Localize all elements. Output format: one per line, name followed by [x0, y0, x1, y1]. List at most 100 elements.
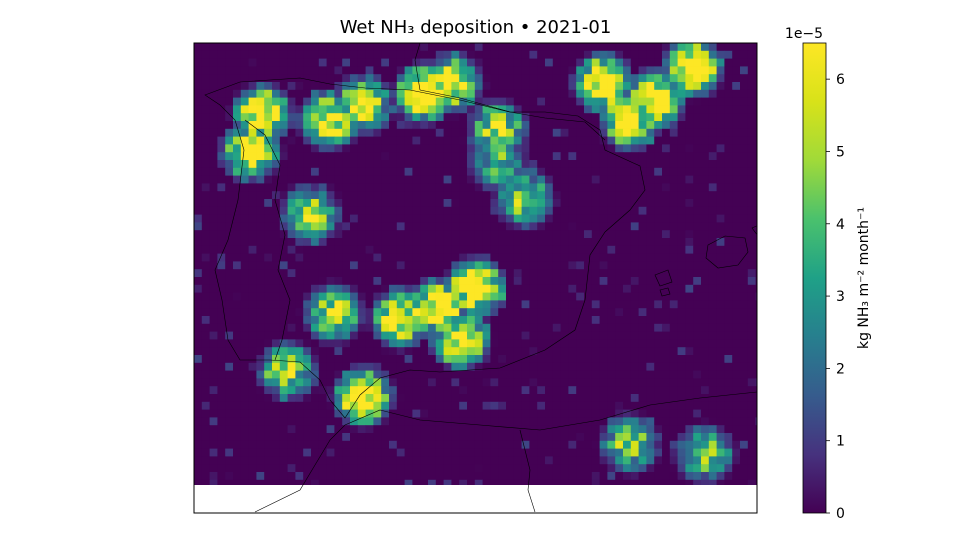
heatmap-cell — [740, 456, 749, 465]
heatmap-cell — [638, 277, 647, 286]
heatmap-cell — [459, 199, 468, 208]
heatmap-cell — [381, 316, 390, 325]
heatmap-cell — [240, 144, 249, 153]
heatmap-cell — [506, 394, 515, 403]
heatmap-cell — [747, 401, 756, 410]
heatmap-cell — [311, 323, 320, 332]
heatmap-cell — [428, 277, 437, 286]
heatmap-cell — [396, 378, 405, 387]
heatmap-cell — [225, 425, 234, 434]
heatmap-cell — [381, 58, 390, 67]
heatmap-cell — [256, 316, 265, 325]
heatmap-cell — [350, 191, 359, 200]
heatmap-cell — [498, 339, 507, 348]
heatmap-cell — [591, 43, 600, 52]
heatmap-cell — [459, 105, 468, 114]
heatmap-cell — [576, 378, 585, 387]
heatmap-cell — [716, 152, 725, 161]
heatmap-cell — [217, 199, 226, 208]
heatmap-cell — [194, 43, 203, 52]
heatmap-cell — [334, 128, 343, 137]
heatmap-cell — [482, 183, 491, 192]
heatmap-cell — [217, 144, 226, 153]
heatmap-cell — [693, 50, 702, 59]
heatmap-cell — [716, 300, 725, 309]
heatmap-cell — [584, 417, 593, 426]
heatmap-cell — [545, 160, 554, 169]
heatmap-cell — [607, 261, 616, 270]
heatmap-cell — [443, 160, 452, 169]
heatmap-cell — [662, 347, 671, 356]
heatmap-cell — [490, 386, 499, 395]
heatmap-cell — [490, 66, 499, 75]
heatmap-cell — [272, 175, 281, 184]
heatmap-cell — [279, 97, 288, 106]
heatmap-cell — [615, 175, 624, 184]
heatmap-cell — [256, 199, 265, 208]
heatmap-cell — [435, 464, 444, 473]
heatmap-cell — [654, 253, 663, 262]
heatmap-cell — [279, 206, 288, 215]
heatmap-cell — [240, 355, 249, 364]
heatmap-cell — [303, 386, 312, 395]
heatmap-cell — [662, 300, 671, 309]
heatmap-cell — [451, 175, 460, 184]
heatmap-cell — [716, 331, 725, 340]
heatmap-cell — [412, 206, 421, 215]
heatmap-cell — [732, 472, 741, 481]
heatmap-cell — [708, 456, 717, 465]
heatmap-cell — [342, 222, 351, 231]
heatmap-cell — [576, 199, 585, 208]
heatmap-cell — [365, 144, 374, 153]
heatmap-cell — [412, 277, 421, 286]
heatmap-cell — [428, 105, 437, 114]
heatmap-cell — [443, 253, 452, 262]
heatmap-cell — [568, 50, 577, 59]
heatmap-cell — [209, 401, 218, 410]
border-france-spain — [419, 89, 606, 141]
heatmap-cell — [560, 167, 569, 176]
heatmap-cell — [662, 238, 671, 247]
heatmap-cell — [303, 308, 312, 317]
heatmap-cell — [287, 401, 296, 410]
heatmap-cell — [701, 128, 710, 137]
heatmap-cell — [708, 152, 717, 161]
heatmap-cell — [529, 89, 538, 98]
heatmap-cell — [420, 89, 429, 98]
heatmap-cell — [264, 128, 273, 137]
heatmap-cell — [724, 355, 733, 364]
heatmap-cell — [708, 339, 717, 348]
heatmap-cell — [740, 472, 749, 481]
heatmap-cell — [459, 191, 468, 200]
heatmap-cell — [669, 121, 678, 130]
heatmap-cell — [272, 136, 281, 145]
heatmap-cell — [240, 401, 249, 410]
heatmap-cell — [529, 175, 538, 184]
heatmap-cell — [545, 394, 554, 403]
heatmap-cell — [708, 58, 717, 67]
heatmap-cell — [209, 222, 218, 231]
heatmap-cell — [373, 238, 382, 247]
heatmap-cell — [545, 456, 554, 465]
heatmap-cell — [607, 43, 616, 52]
heatmap-cell — [420, 160, 429, 169]
heatmap-cell — [256, 238, 265, 247]
heatmap-cell — [350, 214, 359, 223]
heatmap-cell — [482, 206, 491, 215]
heatmap-cell — [716, 440, 725, 449]
heatmap-cell — [225, 378, 234, 387]
heatmap-cell — [646, 222, 655, 231]
heatmap-cell — [740, 66, 749, 75]
heatmap-cell — [607, 183, 616, 192]
heatmap-cell — [272, 261, 281, 270]
heatmap-cell — [482, 152, 491, 161]
heatmap-cell — [194, 409, 203, 418]
heatmap-cell — [591, 253, 600, 262]
heatmap-cell — [560, 245, 569, 254]
heatmap-cell — [755, 152, 757, 161]
heatmap-cell — [420, 362, 429, 371]
heatmap-cell — [685, 425, 694, 434]
heatmap-cell — [498, 300, 507, 309]
heatmap-cell — [435, 253, 444, 262]
heatmap-cell — [194, 394, 203, 403]
